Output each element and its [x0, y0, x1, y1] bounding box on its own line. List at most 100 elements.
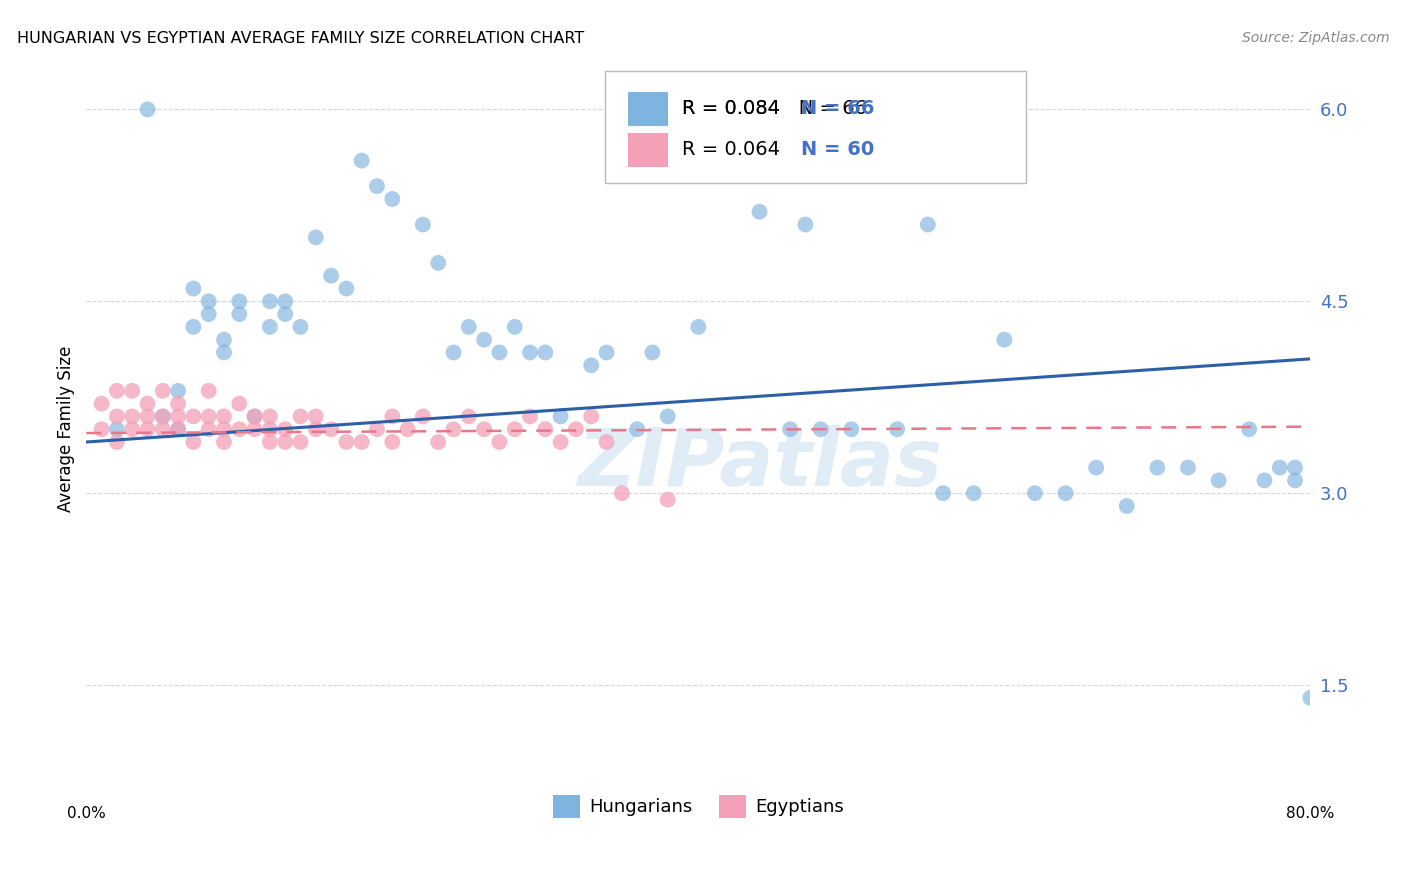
Point	[212, 345, 235, 359]
Point	[290, 435, 312, 450]
Point	[183, 409, 205, 424]
Point	[886, 422, 908, 436]
Point	[381, 192, 404, 206]
Point	[412, 409, 434, 424]
Point	[1268, 460, 1291, 475]
Point	[443, 345, 465, 359]
Point	[90, 397, 112, 411]
Point	[167, 409, 190, 424]
Point	[121, 384, 143, 398]
Point	[152, 422, 174, 436]
Point	[167, 422, 190, 436]
Point	[197, 384, 219, 398]
Point	[396, 422, 419, 436]
Text: R = 0.084   N = 66: R = 0.084 N = 66	[682, 99, 868, 118]
Point	[243, 409, 266, 424]
Point	[319, 422, 342, 436]
Point	[366, 422, 388, 436]
Point	[274, 422, 297, 436]
Point	[1284, 474, 1306, 488]
Point	[136, 409, 159, 424]
Text: Source: ZipAtlas.com: Source: ZipAtlas.com	[1241, 31, 1389, 45]
Text: 80.0%: 80.0%	[1286, 806, 1334, 821]
Point	[626, 422, 648, 436]
Point	[457, 319, 479, 334]
Point	[641, 345, 664, 359]
Point	[212, 333, 235, 347]
Point	[534, 422, 557, 436]
Point	[579, 358, 602, 372]
Point	[105, 384, 128, 398]
Point	[183, 319, 205, 334]
Text: R = 0.064: R = 0.064	[682, 140, 780, 159]
Point	[259, 435, 281, 450]
Point	[717, 128, 740, 142]
Point	[427, 435, 450, 450]
Point	[105, 435, 128, 450]
Text: 0.0%: 0.0%	[67, 806, 105, 821]
Point	[472, 333, 495, 347]
Point	[274, 294, 297, 309]
Point	[472, 422, 495, 436]
Point	[167, 397, 190, 411]
Point	[688, 319, 710, 334]
Point	[993, 333, 1015, 347]
Point	[136, 103, 159, 117]
Point	[197, 409, 219, 424]
Point	[839, 422, 862, 436]
Point	[197, 294, 219, 309]
Point	[350, 153, 373, 168]
Point	[963, 486, 986, 500]
Point	[917, 218, 939, 232]
Text: N = 66: N = 66	[801, 99, 875, 118]
Point	[259, 294, 281, 309]
Point	[595, 345, 617, 359]
Point	[121, 422, 143, 436]
Point	[167, 384, 190, 398]
Point	[212, 422, 235, 436]
Point	[259, 319, 281, 334]
Y-axis label: Average Family Size: Average Family Size	[58, 346, 75, 512]
Point	[779, 422, 801, 436]
Point	[381, 435, 404, 450]
Point	[579, 409, 602, 424]
Point	[1024, 486, 1046, 500]
Point	[243, 409, 266, 424]
Point	[136, 397, 159, 411]
Point	[197, 422, 219, 436]
Point	[197, 307, 219, 321]
Point	[1177, 460, 1199, 475]
Point	[183, 281, 205, 295]
Point	[366, 179, 388, 194]
Point	[90, 422, 112, 436]
Point	[335, 281, 357, 295]
Point	[565, 422, 588, 436]
Point	[610, 486, 633, 500]
Text: ZIPatlas: ZIPatlas	[576, 425, 942, 503]
Point	[228, 397, 250, 411]
Point	[228, 307, 250, 321]
Point	[1054, 486, 1077, 500]
Point	[381, 409, 404, 424]
Text: HUNGARIAN VS EGYPTIAN AVERAGE FAMILY SIZE CORRELATION CHART: HUNGARIAN VS EGYPTIAN AVERAGE FAMILY SIZ…	[17, 31, 583, 46]
Point	[274, 307, 297, 321]
Point	[488, 435, 510, 450]
Text: R = 0.084: R = 0.084	[682, 99, 780, 118]
Point	[121, 409, 143, 424]
Point	[259, 409, 281, 424]
Point	[427, 256, 450, 270]
Point	[657, 492, 679, 507]
Point	[412, 218, 434, 232]
Point	[870, 128, 893, 142]
Point	[1299, 690, 1322, 705]
Point	[657, 409, 679, 424]
Point	[259, 422, 281, 436]
Point	[305, 230, 328, 244]
Legend: Hungarians, Egyptians: Hungarians, Egyptians	[546, 789, 851, 825]
Point	[228, 294, 250, 309]
Point	[305, 409, 328, 424]
Point	[1237, 422, 1260, 436]
Point	[443, 422, 465, 436]
Point	[748, 204, 770, 219]
Point	[228, 422, 250, 436]
